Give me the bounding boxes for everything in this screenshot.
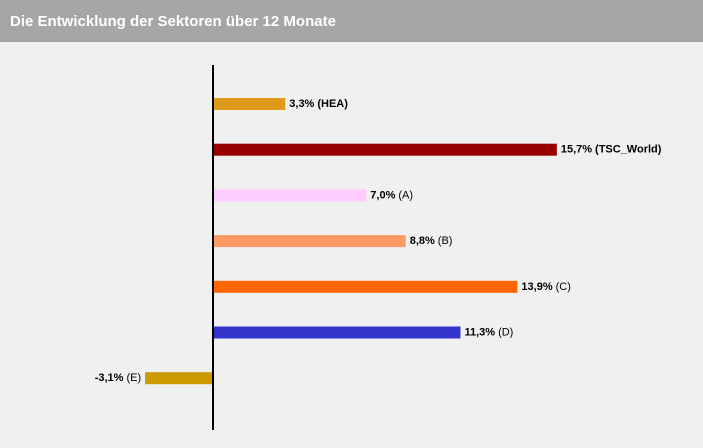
category-label: (D) (498, 326, 513, 338)
bar (213, 189, 367, 202)
category-label: (TSC_World) (595, 144, 662, 156)
bar (213, 280, 518, 293)
value-label: 11,3% (464, 326, 495, 338)
bar (213, 235, 406, 248)
category-label: (E) (126, 372, 141, 384)
bar (213, 326, 461, 339)
category-label: (A) (398, 189, 413, 201)
value-label: 13,9% (521, 281, 552, 293)
data-label: 7,0% (A) (370, 189, 413, 201)
bar (145, 372, 213, 385)
data-label: -3,1% (E) (95, 372, 141, 384)
value-label: 8,8% (410, 235, 435, 247)
category-label: (HEA) (317, 98, 348, 110)
bar (213, 98, 286, 110)
value-label: 15,7% (561, 144, 592, 156)
value-label: 3,3% (289, 98, 314, 110)
data-label: 13,9% (C) (521, 281, 570, 293)
data-label: 8,8% (B) (410, 235, 453, 247)
chart-title: Die Entwicklung der Sektoren über 12 Mon… (10, 13, 336, 30)
data-label: 3,3% (HEA) (289, 98, 348, 110)
header (0, 0, 703, 42)
category-label: (C) (556, 281, 571, 293)
data-label: 11,3% (D) (464, 326, 513, 338)
data-label: 15,7% (TSC_World) (561, 144, 662, 156)
value-label: -3,1% (95, 372, 124, 384)
category-label: (B) (438, 235, 453, 247)
bar (213, 143, 557, 156)
value-label: 7,0% (370, 189, 395, 201)
